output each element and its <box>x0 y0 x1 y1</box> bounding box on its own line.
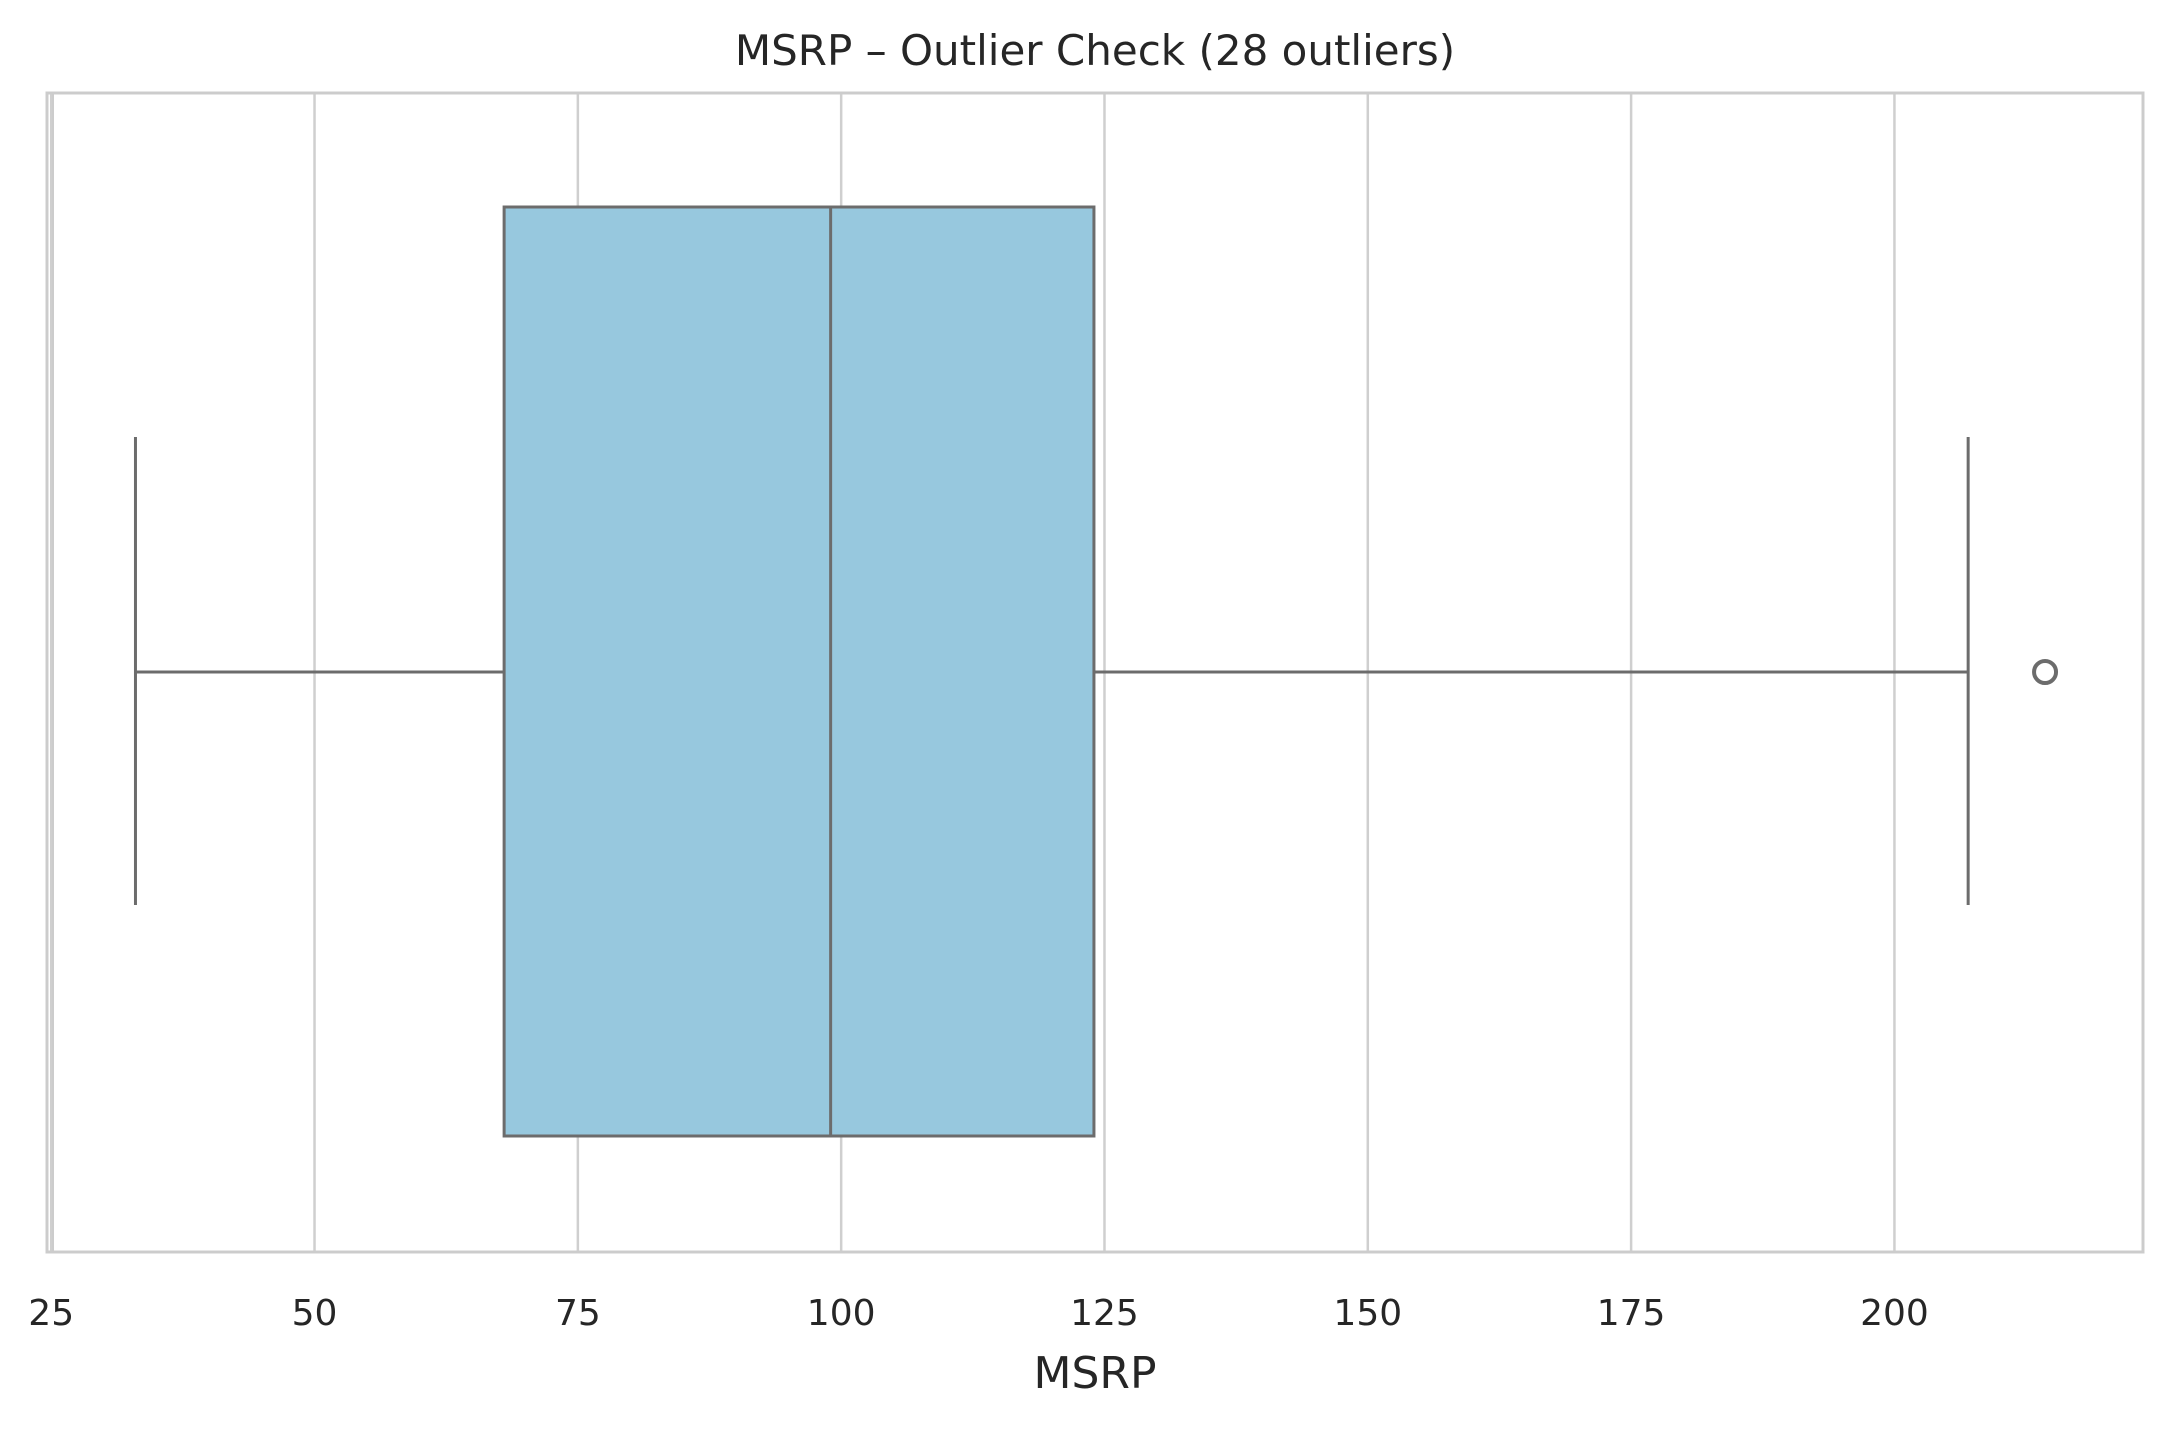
x-axis-label: MSRP <box>1034 1348 1157 1399</box>
x-tick-label: 50 <box>292 1293 338 1334</box>
x-tick-label: 100 <box>807 1293 876 1334</box>
x-tick-label: 200 <box>1860 1293 1929 1334</box>
interquartile-box <box>502 205 1096 1138</box>
x-tick-label: 125 <box>1070 1293 1139 1334</box>
tick-label-layer: 25 50 75 100 125 150 175 200 <box>28 1293 1928 1334</box>
box-layer <box>133 205 2059 1138</box>
outlier-point <box>2032 659 2059 685</box>
x-tick-label: 175 <box>1597 1293 1666 1334</box>
x-tick-label: 25 <box>28 1293 74 1334</box>
chart-title: MSRP – Outlier Check (28 outliers) <box>735 26 1455 75</box>
x-tick-label: 75 <box>555 1293 601 1334</box>
x-tick-label: 150 <box>1333 1293 1402 1334</box>
plot-frame <box>45 91 2145 1254</box>
